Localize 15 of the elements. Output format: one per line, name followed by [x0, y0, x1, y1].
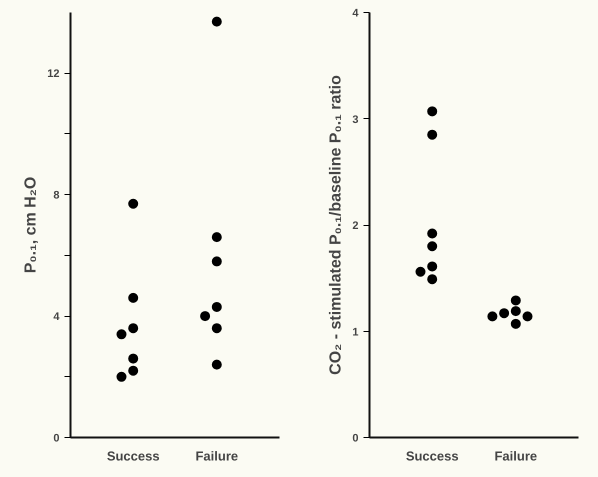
y-tick-label: 0	[53, 432, 60, 444]
y-axis-title: CO₂ - stimulated P₀.₁/baseline P₀.₁ ratio	[327, 74, 344, 375]
y-tick-label: 0	[352, 432, 359, 444]
y-tick-label: 4	[53, 311, 60, 324]
y-tick-label: 3	[352, 114, 359, 126]
x-tick-label: Failure	[494, 448, 538, 464]
y-tick-label: 4	[352, 8, 360, 20]
y-tick-label: 1	[352, 326, 359, 338]
x-tick-label: Success	[106, 448, 160, 464]
y-tick-label: 8	[53, 190, 60, 202]
y-tick-label: 2	[352, 220, 359, 232]
y-tick-label: 12	[47, 68, 60, 80]
y-axis-title: P₀.₁, cm H₂O	[22, 176, 40, 274]
x-tick-label: Failure	[195, 448, 238, 464]
x-tick-label: Success	[406, 448, 459, 464]
